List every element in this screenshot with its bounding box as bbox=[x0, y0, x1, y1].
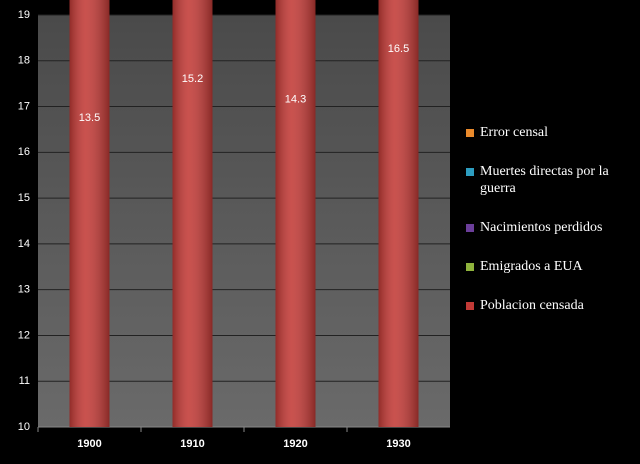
y-tick-label: 19 bbox=[18, 9, 30, 21]
bar-shade bbox=[172, 0, 213, 427]
y-tick-label: 12 bbox=[18, 329, 30, 341]
legend-label: Nacimientos perdidos bbox=[480, 220, 603, 235]
legend-label: Emigrados a EUA bbox=[480, 259, 583, 274]
legend: Error censal Muertes directas por la guer… bbox=[466, 124, 636, 336]
y-tick-label: 10 bbox=[18, 421, 30, 433]
legend-swatch bbox=[466, 168, 474, 176]
legend-swatch bbox=[466, 263, 474, 271]
bar-shade bbox=[378, 0, 419, 427]
legend-item: Poblacion censada bbox=[466, 297, 636, 314]
legend-swatch bbox=[466, 129, 474, 137]
data-label: 15.2 bbox=[182, 73, 203, 85]
x-tick-label: 1920 bbox=[283, 438, 307, 450]
legend-item: Emigrados a EUA bbox=[466, 258, 636, 275]
y-tick-label: 15 bbox=[18, 192, 30, 204]
data-label: 14.3 bbox=[285, 94, 306, 106]
legend-item: Error censal bbox=[466, 124, 636, 141]
y-tick-label: 11 bbox=[19, 375, 30, 387]
legend-item: Muertes directas por la guerra bbox=[466, 163, 636, 197]
legend-swatch bbox=[466, 224, 474, 232]
y-tick-label: 13 bbox=[18, 284, 30, 296]
legend-label: Error censal bbox=[480, 125, 549, 140]
x-tick-label: 1910 bbox=[180, 438, 204, 450]
legend-label: Muertes directas por la guerra bbox=[480, 164, 609, 196]
bar-shade bbox=[275, 0, 316, 427]
legend-item: Nacimientos perdidos bbox=[466, 219, 636, 236]
legend-label: Poblacion censada bbox=[480, 298, 584, 313]
y-tick-label: 17 bbox=[18, 100, 30, 112]
x-tick-label: 1900 bbox=[77, 438, 101, 450]
bar-shade bbox=[69, 0, 110, 427]
data-label: 16.5 bbox=[388, 43, 409, 55]
y-tick-label: 18 bbox=[18, 55, 30, 67]
legend-swatch bbox=[466, 302, 474, 310]
data-label: 13.5 bbox=[79, 112, 100, 124]
y-tick-label: 14 bbox=[18, 238, 30, 250]
y-tick-label: 16 bbox=[18, 146, 30, 158]
x-tick-label: 1930 bbox=[386, 438, 410, 450]
